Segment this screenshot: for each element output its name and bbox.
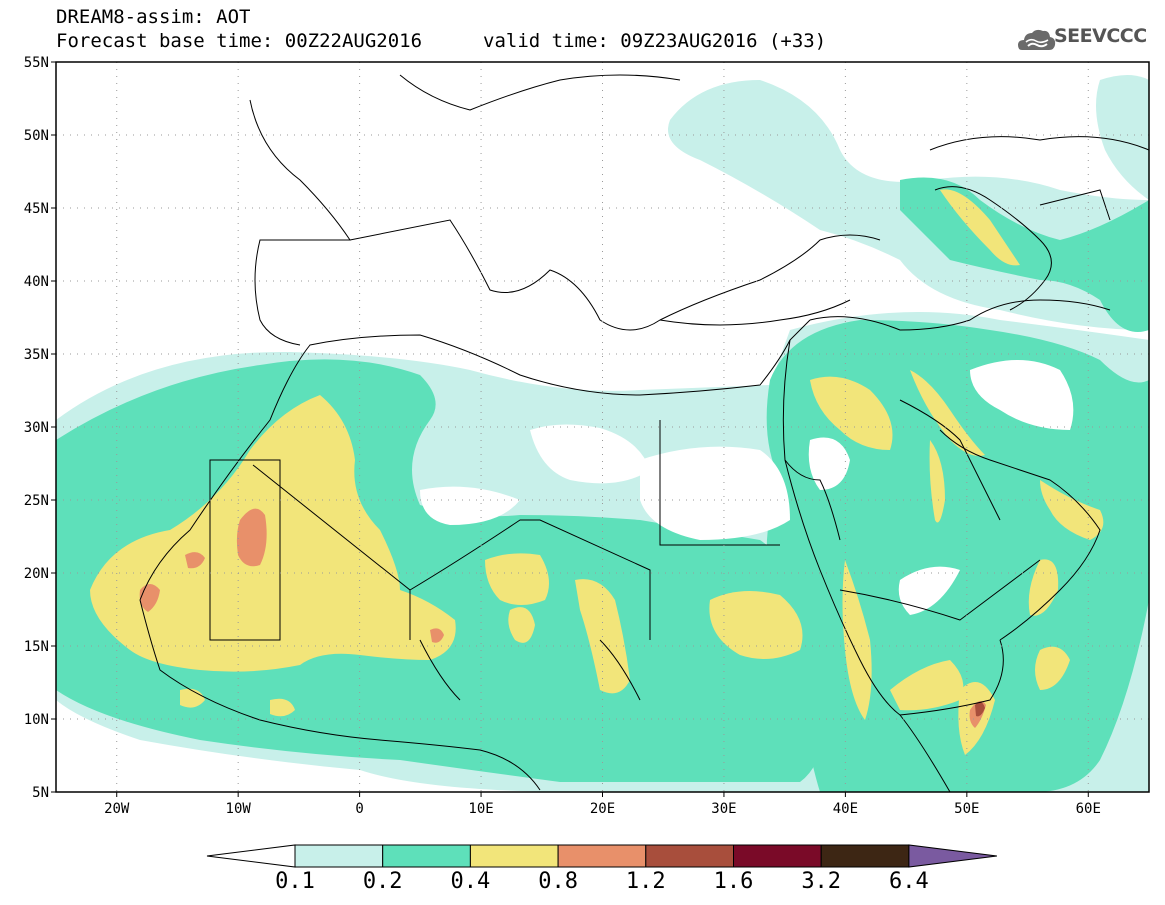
lon-label: 10W [226, 801, 252, 817]
aot-below-0.1 [420, 360, 1074, 615]
colorbar-label: 6.4 [889, 869, 929, 894]
lon-label: 40E [833, 801, 858, 817]
lon-label: 20E [590, 801, 615, 817]
aot-level-0.4 [90, 189, 1104, 755]
lat-label: 30N [24, 420, 49, 436]
lat-label: 50N [24, 128, 49, 144]
lat-label: 20N [24, 566, 49, 582]
colorbar-segment [382, 844, 471, 868]
colorbar-segment [469, 844, 559, 868]
colorbar [206, 844, 997, 868]
colorbar-label: 1.2 [625, 869, 666, 894]
colorbar-lower-extension [206, 844, 296, 868]
colorbar-label: 1.6 [713, 869, 754, 894]
aot-shading [56, 75, 1149, 792]
colorbar-segment [557, 844, 647, 868]
lat-label: 55N [24, 55, 49, 71]
lat-label: 5N [32, 785, 49, 801]
lon-label: 60E [1076, 801, 1101, 817]
colorbar-segment [294, 844, 384, 868]
aot-level-1.2 [975, 702, 985, 717]
lat-label: 25N [24, 493, 49, 509]
logo-text: SEEVCCC [1054, 25, 1147, 47]
colorbar-upper-extension [908, 844, 997, 868]
lat-label: 35N [24, 347, 49, 363]
longitude-labels: 20W 10W 0 10E 20E 30E 40E 50E 60E [104, 801, 1101, 817]
lon-label: 30E [711, 801, 736, 817]
seevccc-cloud-logo-icon [1018, 29, 1056, 50]
colorbar-label: 0.8 [538, 869, 578, 894]
lon-label: 50E [954, 801, 979, 817]
axis-ticks [51, 61, 1089, 797]
colorbar-segment [820, 844, 910, 868]
lon-label: 0 [355, 801, 363, 817]
lon-label: 20W [104, 801, 130, 817]
gridlines [56, 62, 1149, 792]
colorbar-label: 0.2 [362, 869, 403, 894]
colorbar-label: 3.2 [801, 869, 842, 894]
lat-label: 10N [24, 712, 49, 728]
lat-label: 15N [24, 639, 49, 655]
lon-label: 10E [468, 801, 493, 817]
coastlines-and-borders [139, 74, 1149, 792]
map-title: DREAM8-assim: AOT [56, 6, 251, 28]
latitude-labels: 5N 10N 15N 20N 25N 30N 35N 40N 45N 50N 55N [24, 55, 49, 801]
colorbar-label: 0.1 [275, 869, 315, 894]
valid-time: valid time: 09Z23AUG2016 (+33) [483, 30, 827, 52]
colorbar-segment [733, 844, 822, 868]
forecast-base-time: Forecast base time: 00Z22AUG2016 [56, 30, 423, 52]
colorbar-segment [645, 844, 734, 868]
lat-label: 45N [24, 201, 49, 217]
lat-label: 40N [24, 274, 49, 290]
colorbar-label: 0.4 [450, 869, 491, 894]
